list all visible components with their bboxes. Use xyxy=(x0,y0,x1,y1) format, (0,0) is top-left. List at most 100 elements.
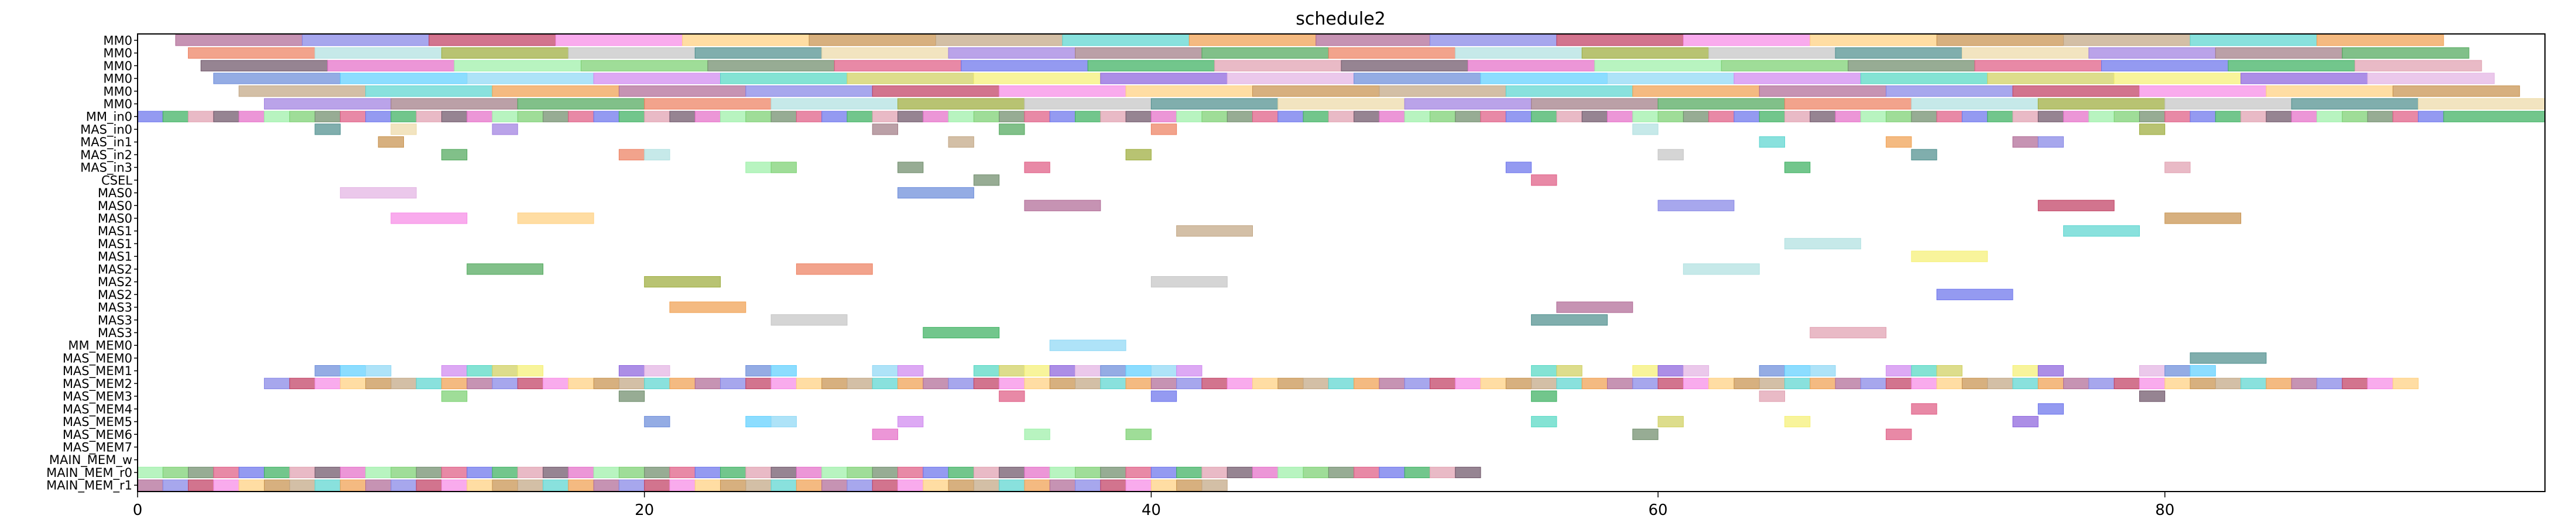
task-bar xyxy=(1201,377,1228,389)
task-bar xyxy=(314,123,341,135)
task-bar xyxy=(2354,60,2482,71)
row-label: MAS1 xyxy=(98,237,132,251)
task-bar xyxy=(2088,47,2216,59)
task-bar xyxy=(2012,136,2039,148)
task-bar xyxy=(213,111,239,122)
task-bar xyxy=(441,377,468,389)
task-bar xyxy=(821,47,949,59)
row-label: MAS0 xyxy=(98,186,132,200)
task-bar xyxy=(593,73,721,84)
row-label: MAS1 xyxy=(98,250,132,264)
task-bar xyxy=(238,111,265,122)
task-bar xyxy=(314,111,341,122)
task-bar xyxy=(1075,377,1101,389)
task-bar xyxy=(2139,111,2166,122)
task-bar xyxy=(1125,428,1152,440)
task-bar xyxy=(1062,35,1190,46)
task-bar xyxy=(1556,111,1582,122)
task-bar xyxy=(770,314,848,326)
task-bar xyxy=(1961,47,2089,59)
task-bar xyxy=(1759,390,1785,402)
task-bar xyxy=(872,123,899,135)
task-bar xyxy=(492,479,518,491)
task-bar xyxy=(2228,60,2355,71)
task-bar xyxy=(745,415,772,428)
task-bar xyxy=(1835,47,1962,59)
task-bar xyxy=(1150,276,1228,288)
task-bar xyxy=(694,466,721,479)
task-bar xyxy=(568,377,594,389)
task-bar xyxy=(302,35,430,46)
task-bar xyxy=(441,466,468,479)
task-bar xyxy=(745,466,772,479)
task-bar xyxy=(1354,73,1481,84)
task-bar xyxy=(593,111,619,122)
task-bar xyxy=(1303,111,1329,122)
x-tick-label: 40 xyxy=(1142,501,1161,519)
task-bar xyxy=(467,365,493,377)
task-bar xyxy=(1886,428,1912,440)
row-label: MM0 xyxy=(103,59,132,73)
task-bar xyxy=(1480,73,1608,84)
task-bar xyxy=(2241,111,2267,122)
task-bar xyxy=(821,466,848,479)
task-bar xyxy=(2101,60,2229,71)
task-bar xyxy=(872,365,899,377)
task-bar xyxy=(1886,85,2013,97)
task-bar xyxy=(162,466,189,479)
task-bar xyxy=(1556,35,1684,46)
task-bar xyxy=(1125,466,1152,479)
task-bar xyxy=(1734,111,1760,122)
task-bar xyxy=(390,479,417,491)
task-bar xyxy=(580,60,708,71)
task-bar xyxy=(923,466,949,479)
row-label: MAIN_MEM_w xyxy=(49,453,132,468)
task-bar xyxy=(1328,47,1456,59)
task-bar xyxy=(872,85,1000,97)
task-bar xyxy=(1632,365,1659,377)
task-bar xyxy=(1810,327,1887,339)
task-bar xyxy=(1657,200,1735,211)
task-bar xyxy=(517,365,544,377)
task-bar xyxy=(694,377,721,389)
task-bar xyxy=(1860,73,1988,84)
task-bar xyxy=(517,377,544,389)
task-bar xyxy=(1531,111,1557,122)
task-bar xyxy=(973,174,1000,186)
task-bar xyxy=(1531,377,1557,389)
task-bar xyxy=(1227,73,1355,84)
task-bar xyxy=(365,479,392,491)
task-bar xyxy=(834,60,962,71)
task-bar xyxy=(1911,377,1937,389)
task-bar xyxy=(327,60,455,71)
task-bar xyxy=(1734,377,1760,389)
task-bar xyxy=(2190,377,2216,389)
task-bar xyxy=(1835,111,1861,122)
task-bar xyxy=(517,212,594,224)
task-bar xyxy=(2316,377,2343,389)
task-bar xyxy=(1594,60,1722,71)
row-label: MM0 xyxy=(103,33,132,47)
task-bar xyxy=(923,479,949,491)
task-bar xyxy=(441,111,468,122)
task-bar xyxy=(365,365,392,377)
task-bar xyxy=(973,479,1000,491)
task-bar xyxy=(2316,35,2444,46)
task-bar xyxy=(1759,111,1785,122)
task-bar xyxy=(1404,98,1532,110)
task-bar xyxy=(1125,111,1152,122)
task-bar xyxy=(1328,377,1355,389)
task-bar xyxy=(1341,60,1468,71)
task-bar xyxy=(2012,365,2039,377)
task-bar xyxy=(1961,377,1988,389)
task-bar xyxy=(770,365,797,377)
task-bar xyxy=(2088,377,2115,389)
task-bar xyxy=(517,479,544,491)
task-bar xyxy=(340,479,366,491)
task-bar xyxy=(593,479,619,491)
row-label: MM0 xyxy=(103,46,132,60)
task-bar xyxy=(1936,35,2064,46)
task-bar xyxy=(2418,111,2444,122)
task-bar xyxy=(948,111,974,122)
